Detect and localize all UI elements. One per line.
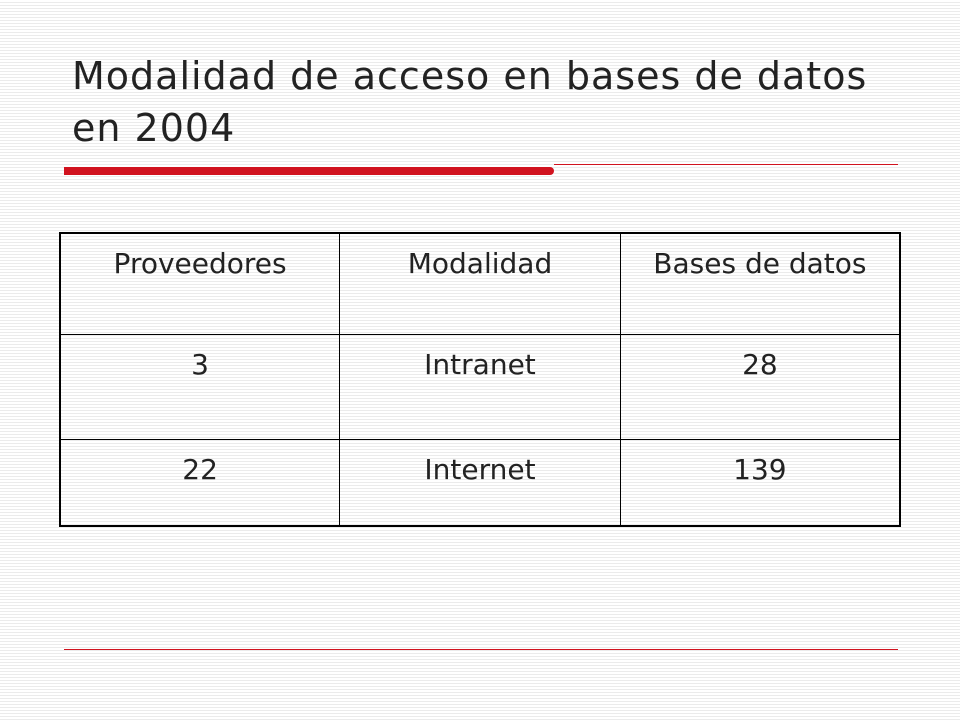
- table-row: 3 Intranet 28: [59, 334, 901, 440]
- footer-line: [64, 649, 898, 650]
- header-cell-modalidad: Modalidad: [339, 232, 621, 335]
- table-cell: Intranet: [339, 334, 621, 440]
- table-cell: 28: [619, 334, 901, 440]
- title-accent-bar: [64, 167, 554, 175]
- table-cell: 22: [59, 439, 341, 527]
- data-table: Proveedores Modalidad Bases de datos 3 I…: [59, 232, 901, 527]
- slide-title: Modalidad de acceso en bases de datos en…: [72, 54, 868, 150]
- header-cell-proveedores: Proveedores: [59, 232, 341, 335]
- table-row: 22 Internet 139: [59, 439, 901, 527]
- header-cell-bases-de-datos: Bases de datos: [619, 232, 901, 335]
- title-accent-line: [554, 164, 898, 165]
- table-cell: 139: [619, 439, 901, 527]
- table-cell: 3: [59, 334, 341, 440]
- table-header-row: Proveedores Modalidad Bases de datos: [59, 232, 901, 335]
- table-cell: Internet: [339, 439, 621, 527]
